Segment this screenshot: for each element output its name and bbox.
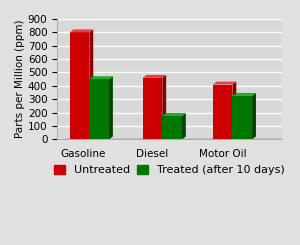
Y-axis label: Parts per Million (ppm): Parts per Million (ppm) [15, 20, 25, 138]
Polygon shape [109, 76, 113, 139]
Bar [232, 96, 252, 139]
Bar [89, 79, 109, 139]
Polygon shape [70, 29, 93, 32]
Polygon shape [252, 93, 256, 139]
Bar [70, 32, 89, 139]
Polygon shape [232, 93, 256, 96]
Legend: Untreated, Treated (after 10 days): Untreated, Treated (after 10 days) [50, 160, 289, 180]
Polygon shape [89, 29, 93, 139]
Polygon shape [232, 82, 236, 139]
Polygon shape [89, 76, 113, 79]
Bar [143, 78, 162, 139]
Polygon shape [61, 139, 282, 142]
Polygon shape [162, 75, 166, 139]
Bar [162, 116, 182, 139]
Polygon shape [143, 75, 166, 78]
Bar [213, 85, 232, 139]
Polygon shape [213, 82, 236, 85]
Polygon shape [182, 113, 186, 139]
Polygon shape [162, 113, 186, 116]
